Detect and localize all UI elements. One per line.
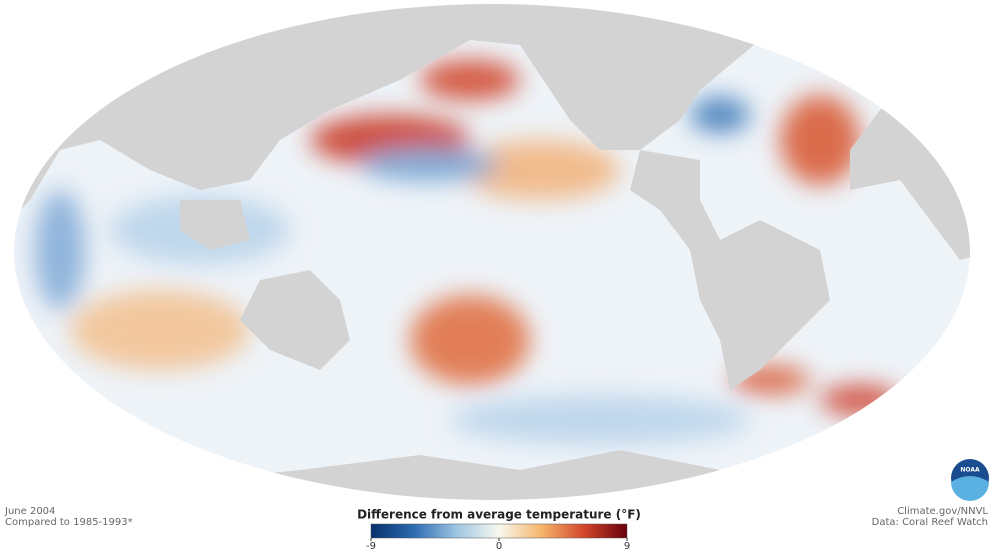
date-label: June 2004 [4, 506, 55, 517]
baseline-label: Compared to 1985-1993* [5, 517, 133, 528]
tick-label: 0 [496, 541, 502, 552]
svg-text:NOAA: NOAA [960, 467, 980, 474]
credit: Climate.gov/NNVL [897, 506, 988, 517]
color-bar [370, 523, 628, 539]
noaa-logo: NOAA [951, 459, 989, 501]
credit: Data: Coral Reef Watch [872, 517, 988, 528]
tick-label: 9 [624, 541, 630, 552]
tick-label: -9 [366, 541, 376, 552]
legend-title: Difference from average temperature (°F) [357, 508, 641, 522]
